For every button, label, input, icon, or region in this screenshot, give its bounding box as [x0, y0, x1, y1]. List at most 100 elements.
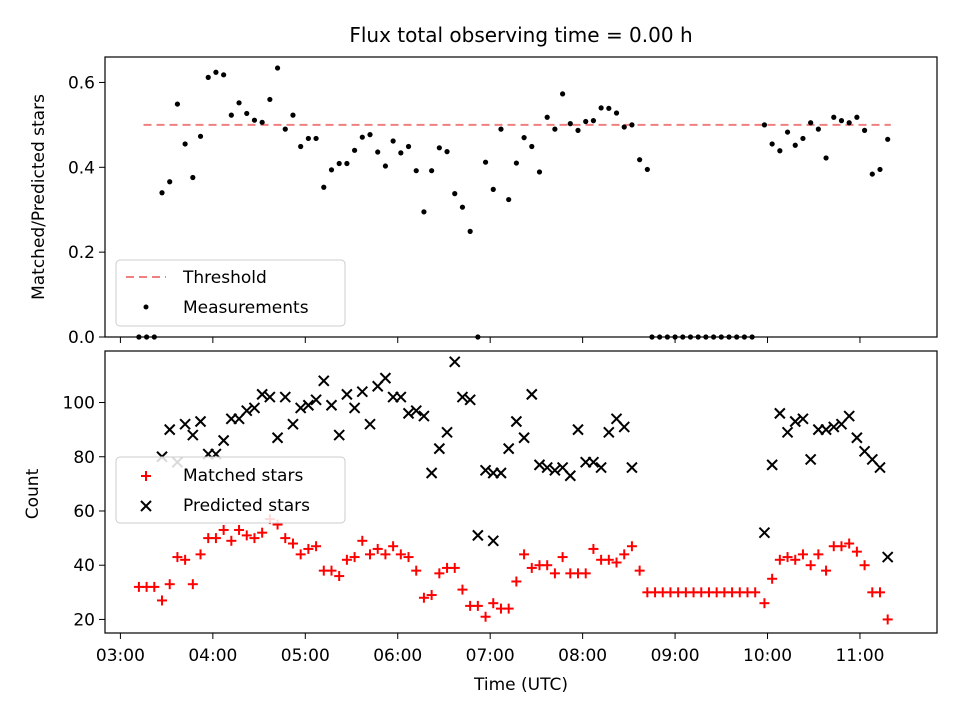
cross-b — [217, 434, 230, 447]
measurement-point — [375, 149, 381, 155]
measurement-point — [877, 166, 883, 173]
matched-star-point — [472, 600, 483, 611]
cross-b — [866, 453, 878, 466]
predicted-star-point — [549, 464, 561, 477]
matched-star-point — [326, 565, 337, 576]
predicted-star-point — [804, 453, 817, 466]
measurement-point — [328, 167, 335, 173]
measurement-point — [490, 186, 496, 192]
predicted-star-point — [618, 421, 630, 433]
cross-b — [502, 442, 515, 455]
matched-star-point — [241, 530, 252, 541]
measurement-point — [792, 142, 798, 148]
measurement-point — [590, 118, 597, 124]
predicted-star-point — [526, 388, 538, 401]
cross-b — [256, 388, 268, 401]
cross-b — [626, 461, 638, 474]
x-tick-label: 07:00 — [466, 646, 515, 666]
x-tick-label: 06:00 — [373, 646, 422, 666]
cross-b — [271, 432, 284, 444]
measurement-point — [761, 122, 768, 128]
measurement-point — [769, 141, 775, 147]
predicted-star-point — [356, 385, 369, 398]
cross-b — [325, 399, 338, 411]
measurement-point — [672, 334, 678, 340]
measurement-point — [159, 190, 165, 196]
matched-star-point — [603, 554, 614, 565]
measurement-points — [136, 65, 891, 340]
matched-star-point — [457, 584, 468, 595]
predicted-star-point — [851, 432, 863, 444]
matched-star-point — [172, 552, 183, 563]
cross-b — [572, 423, 584, 436]
predicted-star-point — [271, 432, 284, 444]
bottom-y-tick-label: 40 — [73, 556, 95, 576]
measurement-point — [467, 228, 473, 234]
matched-star-point — [821, 565, 832, 576]
cross-b — [781, 426, 794, 439]
matched-star-point — [411, 565, 422, 576]
matched-star-point — [774, 554, 785, 565]
predicted-star-point — [774, 407, 786, 420]
measurement-point — [228, 112, 234, 118]
predicted-star-point — [433, 442, 446, 455]
measurement-point — [613, 110, 620, 116]
measurement-point — [321, 184, 327, 190]
cross-b — [318, 375, 330, 387]
cross-b — [595, 461, 607, 474]
measurement-point — [405, 143, 412, 150]
cross-b — [348, 402, 361, 414]
matched-star-point — [157, 595, 168, 606]
measurement-point — [726, 334, 732, 340]
cross-b — [294, 402, 307, 414]
predicted-star-point — [425, 467, 438, 479]
measurement-point — [846, 120, 852, 126]
measurement-point — [536, 169, 543, 175]
measurement-point — [637, 157, 643, 163]
measurement-point — [885, 136, 891, 142]
cross-b — [479, 464, 492, 477]
matched-star-point — [488, 598, 499, 609]
measurement-point — [267, 96, 273, 103]
matched-star-point — [357, 535, 368, 546]
cross-b — [410, 404, 422, 417]
predicted-star-point — [379, 372, 392, 384]
measurement-point — [552, 126, 558, 132]
legend-matched-swatch — [141, 471, 151, 481]
measurement-point — [823, 155, 829, 161]
top-chart-title: Flux total observing time = 0.00 h — [349, 23, 692, 47]
predicted-star-point — [194, 415, 207, 428]
measurement-point — [213, 69, 219, 75]
measurement-point — [687, 334, 694, 340]
measurement-point — [815, 126, 821, 132]
cross-b — [774, 407, 786, 420]
measurement-point — [784, 129, 791, 135]
cross-b — [603, 426, 615, 439]
top-y-ticks: 0.0 0.2 0.4 0.6 — [68, 73, 105, 348]
matched-star-point — [750, 587, 761, 598]
cross-b — [587, 456, 600, 468]
cross-b — [418, 410, 430, 422]
predicted-star-point — [758, 526, 771, 539]
measurement-point — [621, 124, 627, 130]
cross-b — [533, 459, 546, 471]
cross-b — [456, 391, 469, 403]
measurement-point — [695, 334, 701, 340]
legend-matched-label: Matched stars — [183, 466, 303, 486]
cross-b — [564, 470, 577, 482]
predicted-star-point — [241, 404, 253, 417]
cross-b — [248, 402, 261, 414]
predicted-star-point — [828, 421, 840, 433]
predicted-star-point — [495, 467, 507, 479]
predicted-star-point — [518, 432, 530, 444]
predicted-star-point — [179, 418, 191, 430]
measurement-point — [336, 160, 342, 167]
cross-b — [241, 404, 253, 417]
cross-b — [310, 394, 322, 406]
matched-star-point — [797, 549, 808, 560]
matched-star-point — [813, 549, 824, 560]
cross-b — [356, 385, 369, 398]
x-tick-label: 08:00 — [558, 646, 607, 666]
matched-star-point — [418, 592, 429, 603]
predicted-star-point — [626, 461, 638, 474]
